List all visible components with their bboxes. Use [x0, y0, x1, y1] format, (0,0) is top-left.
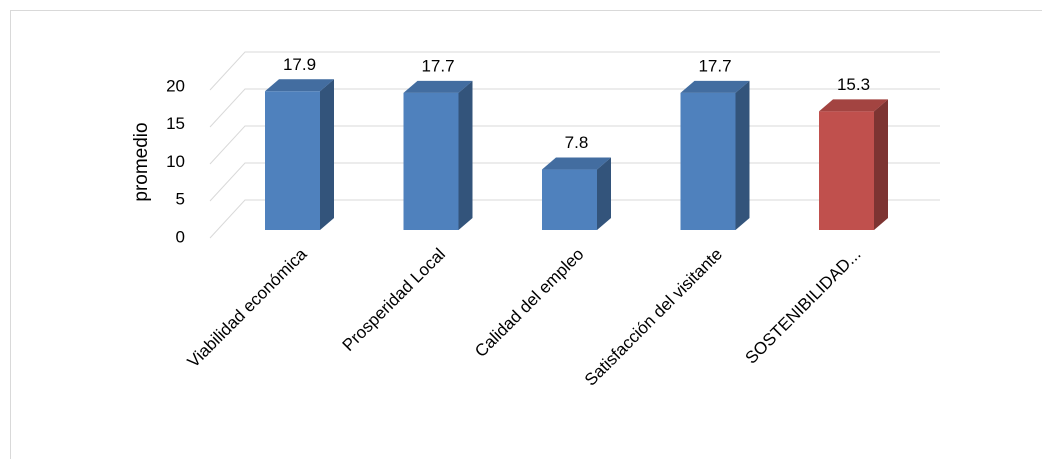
value-label: 17.9 — [283, 55, 316, 74]
bar-top — [265, 79, 334, 92]
y-tick-label: 15 — [166, 114, 185, 133]
bar-side — [735, 80, 750, 230]
bar — [542, 157, 611, 230]
bar-top-shade — [819, 99, 888, 112]
bar-side-shade — [874, 99, 888, 230]
y-tick-label: 20 — [166, 76, 185, 95]
bar-side — [874, 99, 888, 230]
bar — [819, 99, 888, 230]
y-axis-label: promedio — [131, 122, 152, 201]
bar-side-shade — [597, 157, 611, 230]
bar-top — [403, 80, 473, 93]
y-tick-label: 10 — [166, 152, 185, 171]
chart-frame — [10, 10, 1042, 459]
bar-front — [542, 169, 597, 230]
bar-side — [597, 157, 611, 230]
y-tick-label: 0 — [176, 227, 185, 246]
bar-top — [819, 99, 888, 112]
bar-top-shade — [542, 157, 611, 170]
bar — [265, 79, 334, 231]
bar-top-shade — [680, 80, 750, 93]
value-label: 7.8 — [565, 133, 589, 152]
bar — [403, 80, 473, 230]
bar-side — [458, 80, 473, 230]
bar-top — [542, 157, 611, 170]
y-tick-label: 5 — [176, 190, 185, 209]
bar-front — [819, 111, 874, 230]
bar-side — [320, 79, 334, 231]
bar-front — [680, 92, 736, 230]
bar-front — [403, 92, 459, 230]
value-label: 17.7 — [698, 56, 731, 75]
bar-top-shade — [403, 80, 473, 93]
value-label: 15.3 — [837, 75, 870, 94]
grid-line — [209, 51, 940, 91]
value-label: 17.7 — [421, 56, 454, 75]
bar-side-shade — [320, 79, 334, 231]
bar-front — [265, 91, 320, 231]
bar-side-shade — [735, 80, 750, 230]
bar-top — [680, 80, 750, 93]
bar-top-shade — [265, 79, 334, 92]
bar-side-shade — [458, 80, 473, 230]
bar — [680, 80, 750, 230]
